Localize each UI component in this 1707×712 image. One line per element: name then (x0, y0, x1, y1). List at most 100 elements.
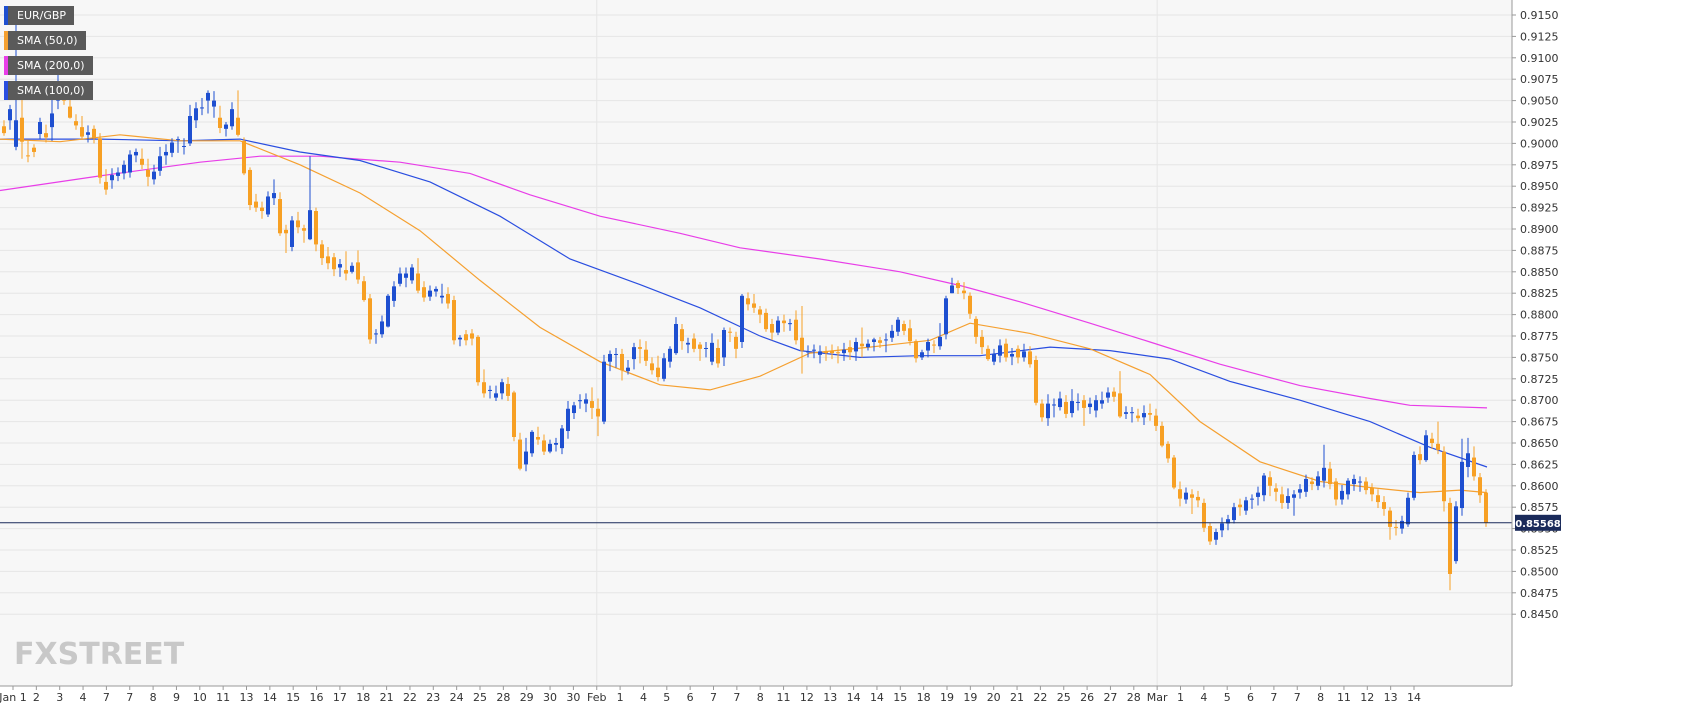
candle-body (1328, 468, 1332, 485)
candle-body (458, 337, 462, 340)
candle-body (974, 318, 978, 337)
candle-body (80, 127, 84, 137)
x-tick-label: 13 (1384, 691, 1398, 704)
candle-body (266, 196, 270, 215)
candle-body (1262, 475, 1266, 496)
y-tick-label: 0.9125 (1520, 30, 1559, 43)
y-tick-label: 0.9050 (1520, 95, 1559, 108)
y-tick-label: 0.8700 (1520, 394, 1559, 407)
y-tick-label: 0.8675 (1520, 416, 1559, 429)
candle-body (806, 351, 810, 353)
x-tick-label: 7 (103, 691, 110, 704)
y-tick-label: 0.8500 (1520, 565, 1559, 578)
sma50-path (0, 134, 1488, 494)
candle-body (1280, 494, 1284, 503)
candle-body (920, 352, 924, 358)
candle-body (434, 288, 438, 292)
y-tick-label: 0.8975 (1520, 159, 1559, 172)
candle-body (476, 336, 480, 383)
candle-body (158, 156, 162, 171)
x-tick-label: 9 (173, 691, 180, 704)
legend-eurgbp[interactable]: EUR/GBP (4, 6, 75, 25)
legend-sma200[interactable]: SMA (200,0) (4, 56, 93, 75)
legend-sma50[interactable]: SMA (50,0) (4, 31, 86, 50)
candle-body (818, 351, 822, 355)
candle-body (1214, 532, 1218, 540)
candle-body (1004, 343, 1008, 358)
candle-body (1124, 412, 1128, 414)
candle-body (296, 220, 300, 228)
candle-body (506, 383, 510, 396)
candle-body (692, 338, 696, 349)
candle-body (1160, 425, 1164, 446)
candle-body (524, 451, 528, 465)
legend-swatch (4, 81, 8, 100)
x-tick-label: 22 (1033, 691, 1047, 704)
candle-body (176, 139, 180, 141)
candle-body (1316, 476, 1320, 486)
candle-body (110, 175, 114, 181)
candle-body (512, 392, 516, 438)
candle-body (770, 324, 774, 333)
candle-body (1268, 477, 1272, 486)
candle-body (1070, 401, 1074, 414)
candle-body (1208, 526, 1212, 542)
y-tick-label: 0.8725 (1520, 373, 1559, 386)
candle-body (614, 353, 618, 355)
candle-body (386, 295, 390, 327)
candle-body (1136, 415, 1140, 419)
candle-body (536, 437, 540, 440)
candle-body (1244, 500, 1248, 511)
candle-body (722, 330, 726, 358)
candle-body (968, 295, 972, 314)
x-tick-label: 23 (426, 691, 440, 704)
candle-body (566, 408, 570, 432)
candle-body (554, 443, 558, 445)
candle-body (482, 382, 486, 394)
candle-body (398, 273, 402, 284)
candle-body (1076, 401, 1080, 403)
candle-body (1412, 454, 1416, 498)
x-tick-label: 17 (333, 691, 347, 704)
candle-body (1388, 510, 1392, 527)
candle-body (944, 298, 948, 335)
candle-body (1226, 519, 1230, 524)
legend-sma100[interactable]: SMA (100,0) (4, 81, 93, 100)
candle-body (224, 124, 228, 129)
candle-body (1400, 520, 1404, 529)
candle-body (494, 393, 498, 398)
candle-body (1028, 351, 1032, 365)
candle-body (1154, 415, 1158, 426)
candle-body (1292, 494, 1296, 498)
candle-body (1094, 400, 1098, 411)
candle-body (728, 331, 732, 333)
x-tick-label: 27 (1103, 691, 1117, 704)
candle-body (980, 336, 984, 348)
y-tick-label: 0.8750 (1520, 351, 1559, 364)
candle-body (1274, 488, 1278, 492)
candle-body (1334, 481, 1338, 500)
x-tick-label: 7 (733, 691, 740, 704)
candle-body (1358, 481, 1362, 483)
y-tick-label: 0.8825 (1520, 287, 1559, 300)
x-tick-label: 7 (710, 691, 717, 704)
candle-body (140, 158, 144, 165)
x-tick-label: 11 (216, 691, 230, 704)
candle-body (344, 270, 348, 274)
y-tick-label: 0.9100 (1520, 52, 1559, 65)
candle-body (956, 282, 960, 289)
candle-body (782, 320, 786, 324)
candle-body (1352, 478, 1356, 485)
candle-body (788, 323, 792, 325)
candle-body (116, 172, 120, 176)
watermark-text: FXSTREET (14, 637, 185, 672)
x-tick-label: 8 (757, 691, 764, 704)
candle-body (746, 298, 750, 305)
candle-body (620, 353, 624, 371)
candle-body (254, 201, 258, 208)
candle-body (284, 229, 288, 234)
candle-body (1478, 477, 1482, 496)
candle-body (188, 116, 192, 144)
candle-body (302, 228, 306, 231)
